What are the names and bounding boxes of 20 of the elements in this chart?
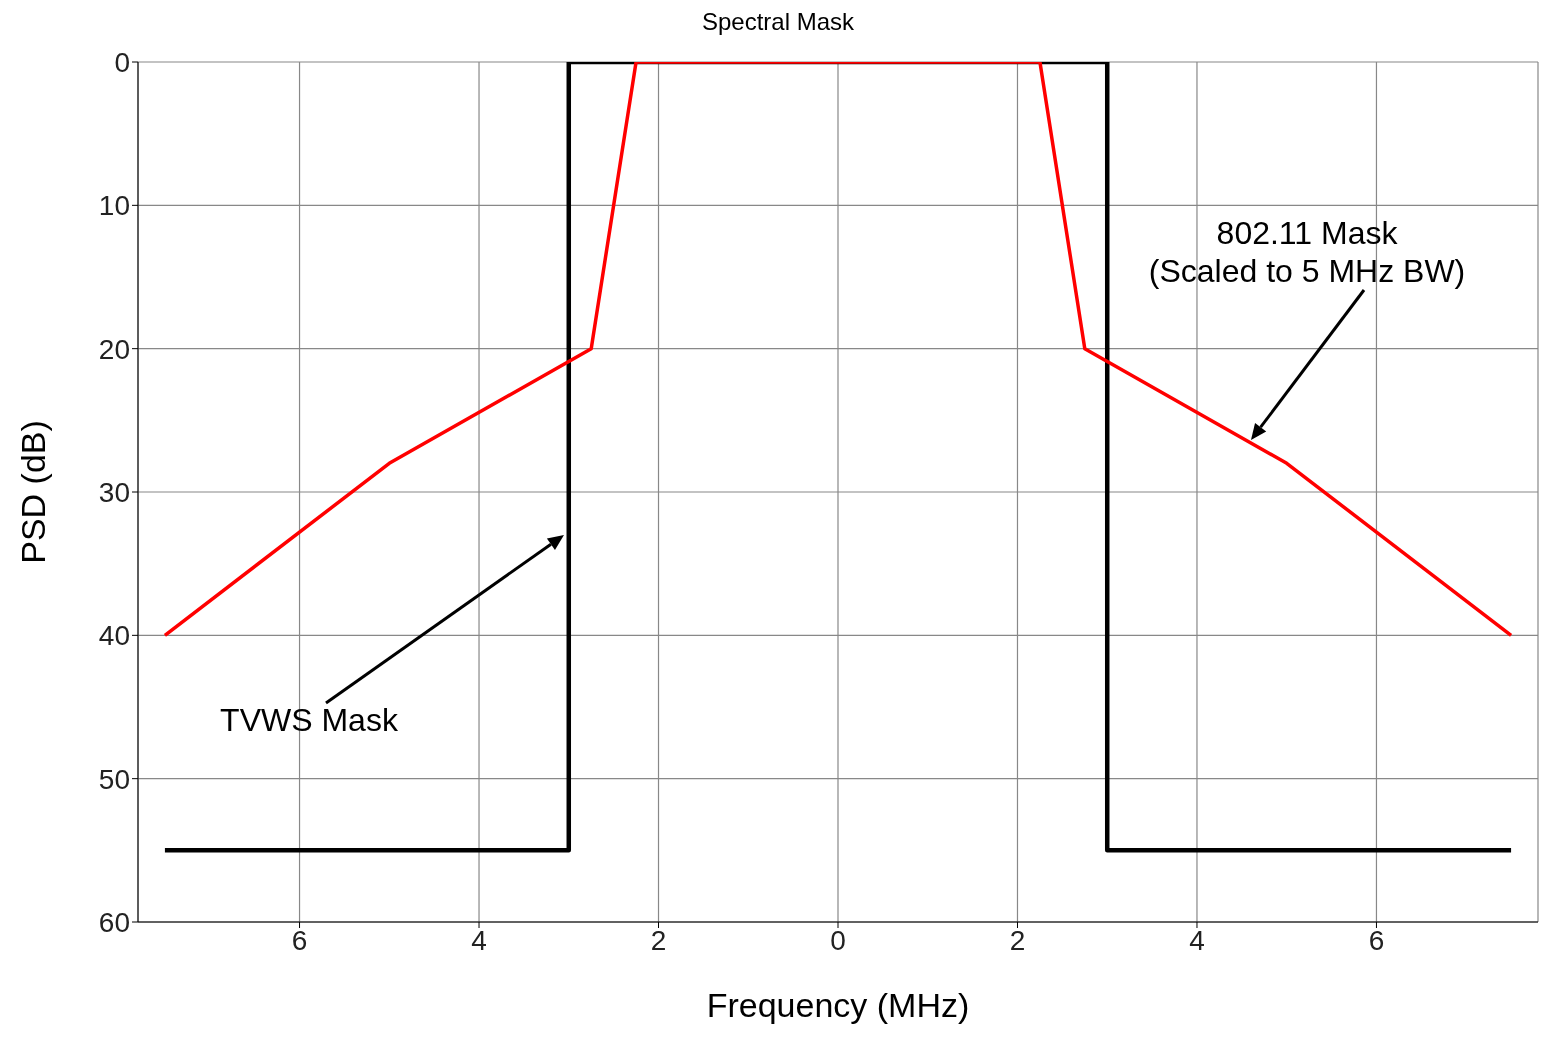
x-tick-label: 4 bbox=[471, 924, 487, 956]
y-tick-label: 30 bbox=[98, 476, 130, 508]
annotation: 802.11 Mask (Scaled to 5 MHz BW) bbox=[1148, 215, 1466, 289]
chart-title: Spectral Mask bbox=[700, 8, 856, 37]
y-tick-label: 50 bbox=[98, 763, 130, 795]
y-axis-title: PSD (dB) bbox=[14, 420, 53, 564]
y-tick-label: 0 bbox=[114, 46, 130, 78]
x-axis-title: Frequency (MHz) bbox=[706, 986, 970, 1024]
x-tick-label: 2 bbox=[650, 924, 667, 956]
x-tick-label: 0 bbox=[830, 924, 846, 956]
x-tick-label: 4 bbox=[1189, 924, 1205, 956]
line-series bbox=[163, 62, 1513, 638]
y-tick-label: 60 bbox=[98, 906, 130, 938]
x-tick-label: 6 bbox=[1368, 924, 1385, 956]
y-tick-label: 20 bbox=[98, 333, 130, 365]
annotation: TVWS Mask bbox=[220, 702, 399, 738]
y-tick-label: 40 bbox=[98, 620, 130, 652]
y-tick-label: 10 bbox=[98, 190, 130, 222]
x-tick-label: 2 bbox=[1009, 924, 1026, 956]
x-tick-label: 6 bbox=[291, 924, 308, 956]
